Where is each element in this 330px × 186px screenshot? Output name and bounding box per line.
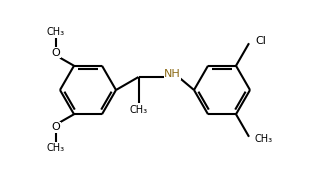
Text: CH₃: CH₃ xyxy=(47,143,65,153)
Text: O: O xyxy=(51,122,60,132)
Text: CH₃: CH₃ xyxy=(129,105,148,115)
Text: Cl: Cl xyxy=(255,36,266,46)
Text: CH₃: CH₃ xyxy=(255,134,273,144)
Text: CH₃: CH₃ xyxy=(47,27,65,37)
Text: NH: NH xyxy=(164,69,181,79)
Text: O: O xyxy=(51,48,60,58)
